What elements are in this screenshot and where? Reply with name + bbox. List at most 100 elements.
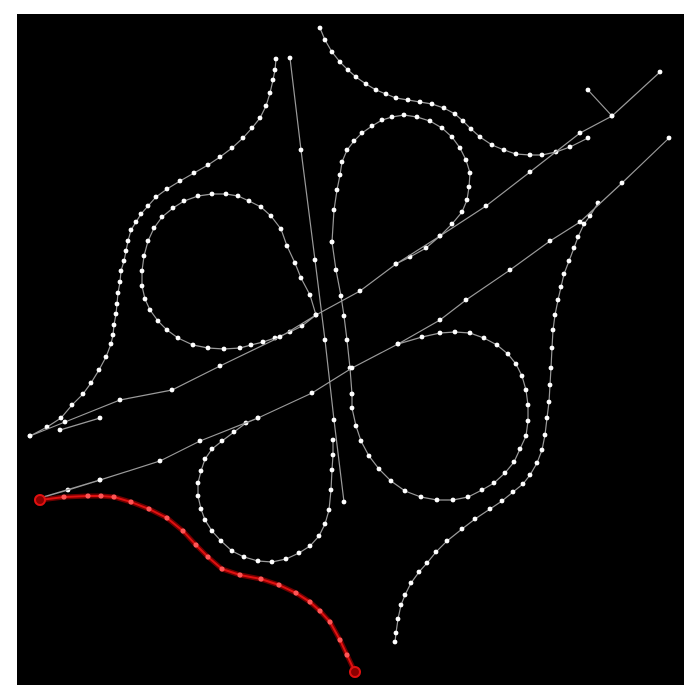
road-node — [202, 517, 208, 523]
road-node — [155, 318, 161, 324]
road-node — [417, 99, 423, 105]
road-node — [133, 219, 139, 225]
highlighted-route — [39, 495, 356, 673]
road-node — [111, 322, 117, 328]
road-node — [331, 417, 337, 423]
road-node — [499, 498, 505, 504]
road-node — [219, 438, 225, 444]
road-node — [97, 477, 103, 483]
road-node — [142, 296, 148, 302]
road-node — [298, 147, 304, 153]
road-node — [513, 151, 519, 157]
road-node — [527, 152, 533, 158]
road-node — [434, 497, 440, 503]
road-node — [115, 290, 121, 296]
road-node — [296, 550, 302, 556]
road-node — [376, 466, 382, 472]
highlighted-route-node — [293, 590, 299, 596]
road-node — [585, 135, 591, 141]
road-node — [117, 397, 123, 403]
road-node — [329, 49, 335, 55]
road-node — [467, 330, 473, 336]
road-node — [437, 317, 443, 323]
road-node — [666, 135, 672, 141]
highlighted-route-node — [193, 542, 199, 548]
road-node — [337, 172, 343, 178]
road-node — [373, 87, 379, 93]
road-node — [344, 147, 350, 153]
road-node — [587, 213, 593, 219]
highlighted-route-node — [98, 493, 104, 499]
road-node — [424, 560, 430, 566]
road-node — [349, 405, 355, 411]
road-node — [558, 284, 564, 290]
road-node — [467, 170, 473, 176]
road-node — [322, 37, 328, 43]
road-node — [581, 221, 587, 227]
road-node — [433, 549, 439, 555]
road-node — [268, 213, 274, 219]
road-node — [125, 238, 131, 244]
road-node — [272, 67, 278, 73]
road-node — [175, 335, 181, 341]
highlighted-route-node — [180, 528, 186, 534]
road-node — [164, 186, 170, 192]
road-node — [418, 494, 424, 500]
road-node — [307, 543, 313, 549]
road-diagonal-highway-south — [59, 417, 101, 431]
road-node — [547, 382, 553, 388]
road-node — [460, 118, 466, 124]
road-node — [62, 419, 68, 425]
highlighted-route-node — [237, 572, 243, 578]
road-node — [249, 125, 255, 131]
map-background — [17, 14, 684, 685]
road-node — [110, 332, 116, 338]
road-node — [351, 138, 357, 144]
road-node — [237, 345, 243, 351]
road-node — [341, 313, 347, 319]
road-node — [402, 592, 408, 598]
road-node — [546, 399, 552, 405]
road-node — [452, 329, 458, 335]
road-node — [69, 402, 75, 408]
road-node — [363, 81, 369, 87]
road-node — [477, 134, 483, 140]
road-node — [103, 354, 109, 360]
road-node — [369, 123, 375, 129]
road-node — [463, 297, 469, 303]
road-node — [328, 487, 334, 493]
road-node — [255, 558, 261, 564]
road-node — [359, 130, 365, 136]
road-node — [464, 197, 470, 203]
road-node — [341, 499, 347, 505]
highlighted-route-node — [164, 515, 170, 521]
road-node — [444, 538, 450, 544]
road-node — [330, 452, 336, 458]
road-node — [147, 307, 153, 313]
road-node — [383, 91, 389, 97]
road-node — [539, 152, 545, 158]
road-node — [169, 387, 175, 393]
road-node — [338, 293, 344, 299]
road-node — [198, 506, 204, 512]
road-node — [585, 87, 591, 93]
road-node — [145, 238, 151, 244]
road-node — [427, 118, 433, 124]
road-node — [505, 351, 511, 357]
road-node — [329, 467, 335, 473]
road-node — [58, 415, 64, 421]
road-node — [393, 630, 399, 636]
road-node — [419, 334, 425, 340]
road-node — [523, 387, 529, 393]
road-node — [191, 170, 197, 176]
road-node — [240, 135, 246, 141]
road-node — [353, 423, 359, 429]
road-node — [97, 415, 103, 421]
road-node — [287, 55, 293, 61]
road-node — [349, 391, 355, 397]
road-node — [292, 260, 298, 266]
road-node — [468, 126, 474, 132]
road-node — [334, 187, 340, 193]
road-node — [548, 365, 554, 371]
road-node — [491, 480, 497, 486]
